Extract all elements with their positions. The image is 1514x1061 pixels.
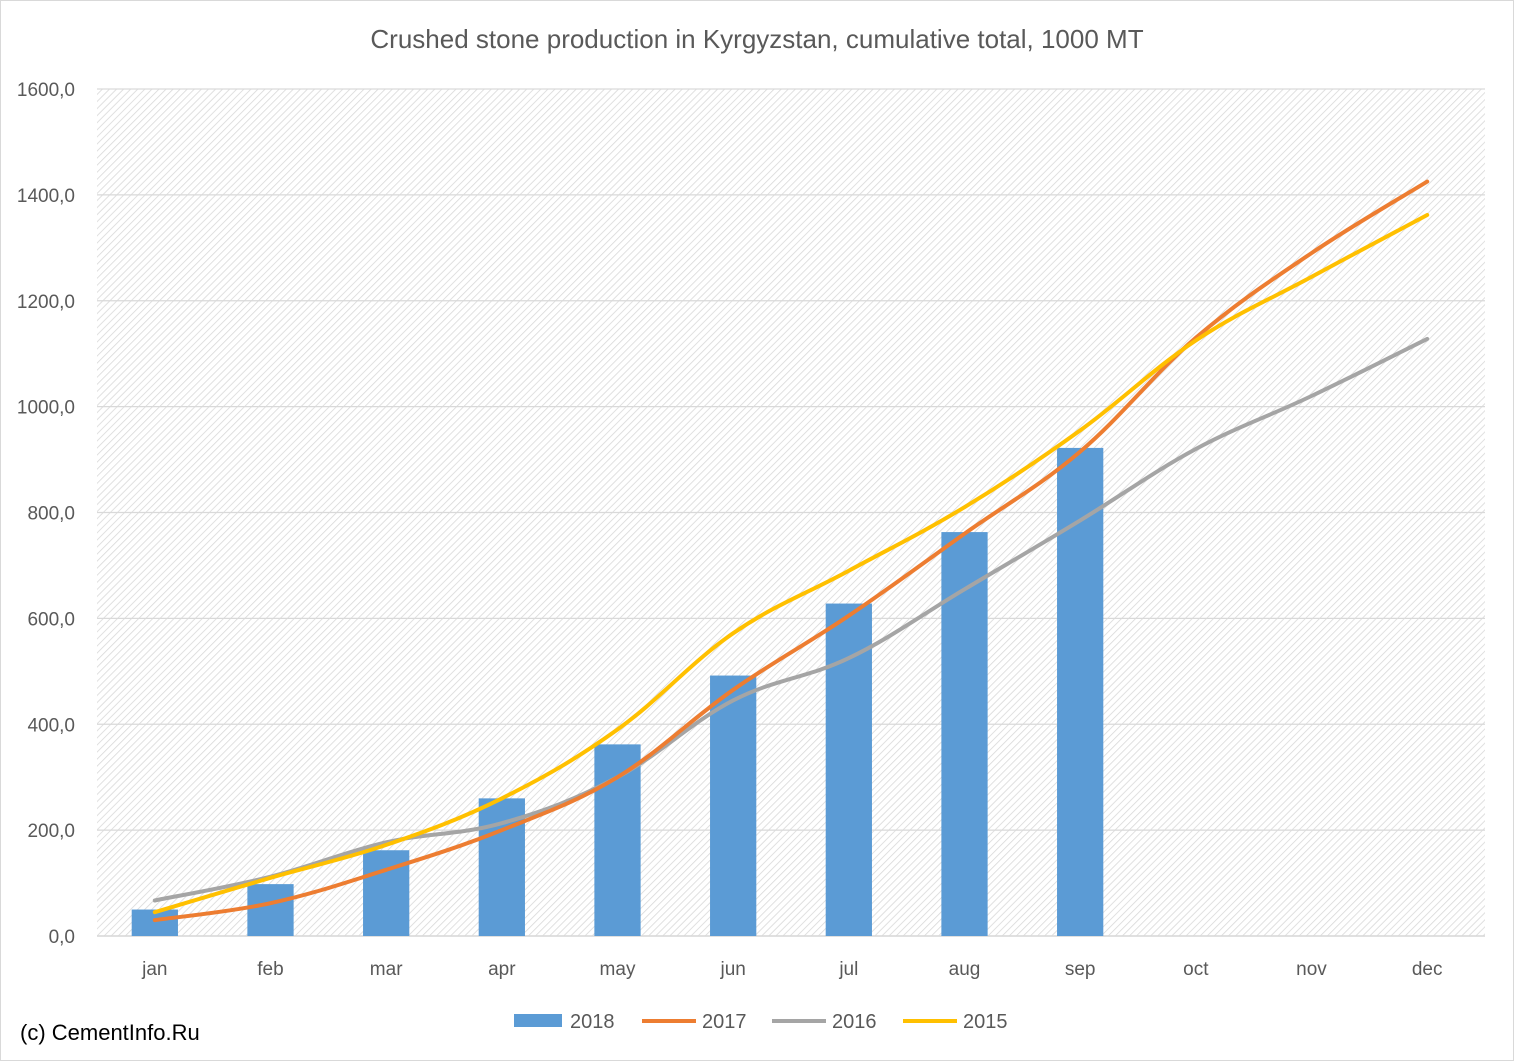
x-tick-label: nov — [1296, 959, 1327, 980]
line-series-2016 — [152, 336, 1430, 903]
legend: 2018 2017 2016 2015 — [514, 1011, 1008, 1033]
x-tick-label: mar — [370, 959, 403, 980]
bar-2018-feb — [247, 884, 294, 936]
x-tick-label: may — [600, 959, 636, 980]
legend-label-2016: 2016 — [832, 1011, 877, 1033]
bar-2018-jun — [710, 675, 757, 936]
bar-2018-may — [594, 744, 641, 936]
x-axis: jan feb mar apr may jun jul aug sep oct nov dec — [141, 959, 1442, 980]
x-tick-label: apr — [488, 959, 516, 980]
x-tick-label: sep — [1065, 959, 1096, 980]
x-tick-label: oct — [1183, 959, 1209, 980]
y-tick-label: 1600,0 — [17, 80, 75, 101]
x-tick-label: aug — [949, 959, 981, 980]
y-tick-label: 400,0 — [27, 715, 75, 736]
legend-label-2017: 2017 — [702, 1011, 747, 1033]
gridlines — [97, 88, 1485, 937]
x-tick-label: feb — [257, 959, 283, 980]
y-tick-label: 200,0 — [27, 821, 75, 842]
x-tick-label: jan — [141, 959, 167, 980]
legend-label-2018: 2018 — [570, 1011, 615, 1033]
line-series-group — [152, 179, 1430, 923]
chart-title: Crushed stone production in Kyrgyzstan, … — [370, 24, 1144, 54]
y-tick-label: 1400,0 — [17, 186, 75, 207]
x-tick-label: dec — [1412, 959, 1443, 980]
x-tick-label: jul — [838, 959, 858, 980]
y-tick-label: 1000,0 — [17, 398, 75, 419]
y-tick-label: 800,0 — [27, 504, 75, 525]
bar-2018-jul — [825, 603, 872, 936]
line-series-2017 — [152, 179, 1430, 923]
y-axis: 0,0 200,0 400,0 600,0 800,0 1000,0 1200,0 1400,… — [17, 80, 75, 948]
copyright-text: (c) CementInfo.Ru — [20, 1020, 200, 1045]
bar-2018-aug — [941, 532, 988, 936]
y-tick-label: 600,0 — [27, 609, 75, 630]
x-tick-label: jun — [719, 959, 745, 980]
legend-label-2015: 2015 — [963, 1011, 1008, 1033]
line-series-2015 — [152, 213, 1430, 915]
y-tick-label: 0,0 — [49, 927, 75, 948]
legend-swatch-2018 — [514, 1014, 562, 1027]
y-tick-label: 1200,0 — [17, 292, 75, 313]
